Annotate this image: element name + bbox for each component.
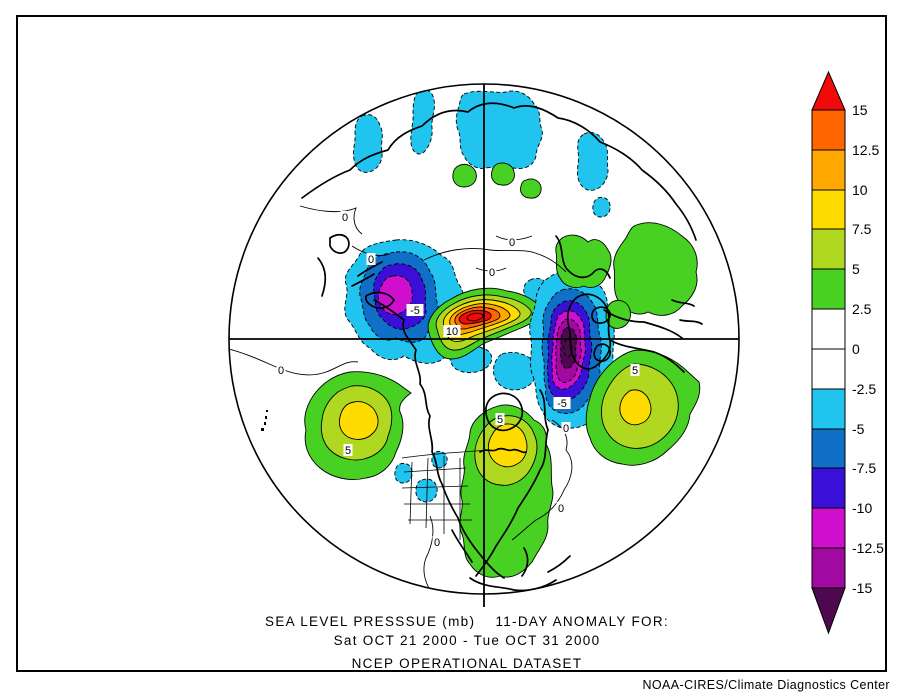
colorbar-tick: -7.5 — [852, 460, 876, 476]
colorbar-tick: -10 — [852, 500, 872, 516]
contour-label: 0 — [368, 254, 374, 266]
contour-label: 5 — [345, 445, 351, 457]
contour-label: 0 — [278, 365, 284, 377]
colorbar-segment — [811, 228, 846, 270]
colorbar-segment — [811, 507, 846, 549]
contour-label: 5 — [632, 365, 638, 377]
colorbar-segment — [811, 189, 846, 230]
title-block: SEA LEVEL PRESSSUE (mb) 11-DAY ANOMALY F… — [167, 612, 767, 673]
positive-center-pacific — [304, 371, 412, 480]
map-contents — [229, 89, 703, 592]
colorbar-tick: 0 — [852, 341, 860, 357]
colorbar-segment — [811, 388, 846, 430]
colorbar-segment — [811, 428, 846, 469]
contour-label: 0 — [489, 267, 495, 279]
contour-label: 0 — [342, 212, 348, 224]
positive-patches-europe — [452, 162, 698, 329]
colorbar-tick: -12.5 — [852, 540, 884, 556]
colorbar-segment — [811, 109, 846, 151]
colorbar-segment — [811, 268, 846, 310]
colorbar-tick: 2.5 — [852, 301, 872, 317]
plot-title: SEA LEVEL PRESSSUE (mb) 11-DAY ANOMALY F… — [265, 614, 669, 629]
colorbar-tick: 12.5 — [852, 142, 879, 158]
colorbar-tick: -2.5 — [852, 381, 876, 397]
contour-label: 0 — [509, 237, 515, 249]
contour-label: 10 — [446, 326, 458, 338]
colorbar-tick: -15 — [852, 580, 872, 596]
contour-label: 0 — [558, 503, 564, 515]
contour-label: 5 — [497, 414, 503, 426]
plot-date-range: Sat OCT 21 2000 - Tue OCT 31 2000 — [333, 633, 601, 648]
colorbar-tick: 10 — [852, 182, 868, 198]
plot-frame-border — [16, 15, 887, 672]
positive-center-atlantic — [585, 349, 701, 466]
colorbar-segment — [811, 467, 846, 509]
coastlines — [301, 102, 703, 592]
contour-label: -5 — [410, 305, 420, 317]
colorbar-segment — [811, 348, 846, 390]
colorbar-tick: -5 — [852, 421, 865, 437]
colorbar-tick: 7.5 — [852, 221, 872, 237]
plot-dataset-name: NCEP OPERATIONAL DATASET — [351, 656, 583, 671]
colorbar-arrow-top — [811, 70, 846, 111]
colorbar-segment — [811, 308, 846, 350]
contour-label: -5 — [557, 398, 567, 410]
contour-label: 0 — [434, 537, 440, 549]
contour-label: 0 — [563, 423, 569, 435]
colorbar-tick: 5 — [852, 261, 860, 277]
contour-labels: 10 -5 -5 5 5 5 0 0 0 0 0 0 0 0 — [276, 211, 640, 549]
colorbar-tick: 15 — [852, 102, 868, 118]
colorbar: 15 12.5 10 7.5 5 2.5 0 -2.5 -5 -7.5 -10 … — [811, 70, 884, 635]
colorbar-arrow-bottom — [811, 587, 846, 635]
credit-line: NOAA-CIRES/Climate Diagnostics Center — [642, 678, 890, 692]
positive-center-north-america — [459, 404, 554, 578]
tiny-map-annotation — [261, 410, 268, 431]
colorbar-segment — [811, 547, 846, 589]
colorbar-segment — [811, 149, 846, 191]
